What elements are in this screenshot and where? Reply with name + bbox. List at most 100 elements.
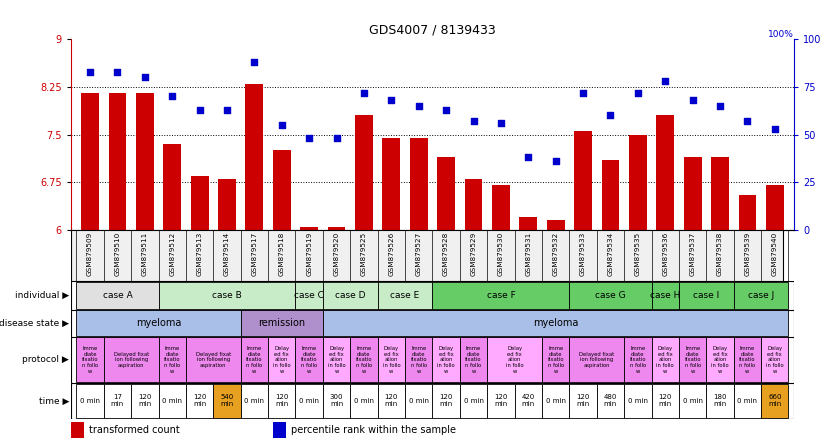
Point	[166, 93, 179, 100]
Point	[659, 78, 672, 85]
Text: 480
min: 480 min	[604, 394, 617, 408]
Bar	[437, 157, 455, 230]
Text: Imme
diate
fixatio
n follo
w: Imme diate fixatio n follo w	[630, 346, 646, 374]
Text: Delay
ed fix
ation
in follo
w: Delay ed fix ation in follo w	[437, 346, 455, 374]
Text: 0 min: 0 min	[737, 398, 757, 404]
Point	[303, 135, 316, 142]
Bar	[542, 337, 570, 382]
Text: GSM879510: GSM879510	[114, 231, 120, 276]
Text: remission: remission	[259, 318, 305, 328]
Bar	[131, 384, 158, 418]
Bar	[158, 384, 186, 418]
Text: 0 min: 0 min	[163, 398, 183, 404]
Bar	[355, 115, 373, 230]
Bar	[241, 384, 268, 418]
Text: GSM879532: GSM879532	[553, 231, 559, 276]
Bar	[706, 384, 734, 418]
Text: GSM879519: GSM879519	[306, 231, 312, 276]
Bar	[570, 281, 651, 309]
Text: Delay
ed fix
ation
in follo
w: Delay ed fix ation in follo w	[328, 346, 345, 374]
Text: Delay
ed fix
ation
in follo
w: Delay ed fix ation in follo w	[273, 346, 290, 374]
Bar	[734, 281, 788, 309]
Point	[384, 97, 398, 104]
Text: case E: case E	[390, 291, 420, 300]
Bar	[350, 337, 378, 382]
Bar	[738, 195, 756, 230]
Bar	[405, 337, 432, 382]
Point	[330, 135, 344, 142]
Bar	[214, 384, 241, 418]
Bar	[492, 186, 510, 230]
Text: Delayed fixat
ion following
aspiration: Delayed fixat ion following aspiration	[579, 352, 615, 368]
Text: GSM879526: GSM879526	[389, 231, 394, 276]
Bar	[766, 186, 784, 230]
Bar	[624, 337, 651, 382]
Bar	[295, 384, 323, 418]
Bar	[163, 144, 181, 230]
Title: GDS4007 / 8139433: GDS4007 / 8139433	[369, 24, 495, 36]
Text: GSM879534: GSM879534	[607, 231, 614, 276]
Bar	[300, 227, 318, 230]
Point	[604, 112, 617, 119]
Text: 0 min: 0 min	[80, 398, 100, 404]
Bar	[656, 115, 674, 230]
Bar	[295, 281, 323, 309]
Text: case C: case C	[294, 291, 324, 300]
Bar	[241, 337, 268, 382]
Text: 120
min: 120 min	[576, 394, 590, 408]
Text: 120
min: 120 min	[193, 394, 206, 408]
Text: GSM879525: GSM879525	[361, 231, 367, 276]
Bar	[734, 384, 761, 418]
Text: transformed count: transformed count	[89, 425, 179, 435]
Text: 120
min: 120 min	[440, 394, 453, 408]
Text: GSM879538: GSM879538	[717, 231, 723, 276]
Bar	[515, 384, 542, 418]
Point	[138, 74, 152, 81]
Text: 0 min: 0 min	[354, 398, 374, 404]
Text: GSM879517: GSM879517	[251, 231, 258, 276]
Bar	[328, 227, 345, 230]
Text: disease state ▶: disease state ▶	[0, 319, 69, 328]
Bar	[487, 337, 542, 382]
Text: percentile rank within the sample: percentile rank within the sample	[291, 425, 456, 435]
Bar	[378, 281, 432, 309]
Text: Imme
diate
fixatio
n follo
w: Imme diate fixatio n follo w	[246, 346, 263, 374]
Bar	[295, 337, 323, 382]
Bar	[432, 384, 460, 418]
Point	[549, 158, 562, 165]
Bar	[136, 93, 153, 230]
Bar	[570, 384, 597, 418]
Text: Imme
diate
fixatio
n follo
w: Imme diate fixatio n follo w	[301, 346, 318, 374]
Text: individual ▶: individual ▶	[15, 291, 69, 300]
Text: case H: case H	[650, 291, 681, 300]
Bar	[77, 384, 103, 418]
Bar	[432, 337, 460, 382]
Bar	[191, 176, 208, 230]
Bar	[323, 384, 350, 418]
Bar	[273, 151, 291, 230]
Text: Imme
diate
fixatio
n follo
w: Imme diate fixatio n follo w	[685, 346, 701, 374]
Bar	[651, 337, 679, 382]
Bar	[520, 217, 537, 230]
Text: GSM879539: GSM879539	[745, 231, 751, 276]
Bar	[158, 281, 295, 309]
Bar	[711, 157, 729, 230]
Text: Imme
diate
fixatio
n follo
w: Imme diate fixatio n follo w	[164, 346, 180, 374]
Text: 660
min: 660 min	[768, 394, 781, 408]
Text: Delay
ed fix
ation
in follo
w: Delay ed fix ation in follo w	[711, 346, 729, 374]
Point	[248, 59, 261, 66]
Bar	[679, 384, 706, 418]
Bar	[103, 337, 158, 382]
Text: GSM879514: GSM879514	[224, 231, 230, 276]
Point	[83, 68, 97, 75]
Text: Delayed fixat
ion following
aspiration: Delayed fixat ion following aspiration	[196, 352, 231, 368]
Bar	[77, 337, 103, 382]
Text: 0 min: 0 min	[464, 398, 484, 404]
Text: Imme
diate
fixatio
n follo
w: Imme diate fixatio n follo w	[465, 346, 482, 374]
Text: 17
min: 17 min	[111, 394, 124, 408]
Text: GSM879527: GSM879527	[415, 231, 422, 276]
Bar	[679, 281, 734, 309]
Text: Imme
diate
fixatio
n follo
w: Imme diate fixatio n follo w	[410, 346, 427, 374]
Text: GSM879530: GSM879530	[498, 231, 504, 276]
Bar	[274, 422, 286, 438]
